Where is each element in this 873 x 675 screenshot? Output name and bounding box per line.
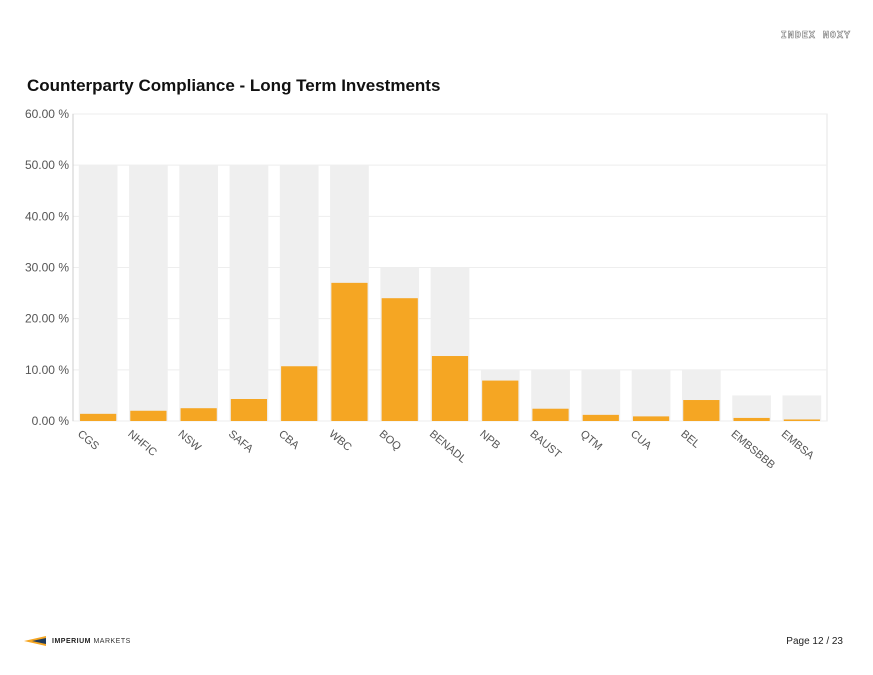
header-badge: INDEX NOXY (780, 30, 851, 42)
actual-bar (582, 414, 619, 421)
y-axis: 0.00 % 10.00 % 20.00 % 30.00 % 40.00 % 50.00 … (25, 107, 74, 428)
footer-brand-light: MARKETS (93, 637, 131, 645)
x-tick-label: WBC (326, 428, 353, 454)
x-tick-label: BOQ (377, 428, 404, 453)
y-tick-label: 50.00 % (25, 158, 69, 172)
footer-brand-bold: IMPERIUM (52, 637, 91, 645)
x-tick-label: NSW (176, 428, 204, 454)
actual-bar (331, 282, 368, 421)
actual-bar (532, 408, 569, 421)
x-tick-label: CBA (276, 428, 302, 452)
actual-bar (230, 398, 268, 421)
actual-bar (80, 413, 117, 421)
y-tick-label: 20.00 % (25, 312, 69, 326)
x-tick-label: CUA (628, 428, 654, 453)
limit-bar (229, 165, 269, 421)
x-tick-label: QTM (578, 428, 604, 453)
x-tick-label: EMBSBBB (729, 428, 777, 471)
y-tick-label: 30.00 % (25, 261, 69, 275)
limit-bar (78, 165, 118, 421)
x-tick-label: CGS (75, 428, 101, 453)
actual-bar (180, 408, 217, 421)
footer-logo: IMPERIUM MARKETS (24, 636, 131, 646)
limit-bar (782, 395, 822, 421)
actual-bar (431, 356, 469, 421)
limit-bar (631, 369, 671, 421)
limit-bar (581, 369, 621, 421)
y-tick-label: 10.00 % (25, 363, 69, 377)
actual-bars (80, 282, 820, 421)
imperium-logo-icon (24, 636, 46, 646)
y-tick-label: 40.00 % (25, 209, 69, 223)
limit-bar (732, 395, 771, 421)
chart-title: Counterparty Compliance - Long Term Inve… (27, 76, 441, 95)
actual-bar (733, 417, 770, 421)
x-tick-label: SAFA (226, 428, 256, 456)
x-axis: CGS NHFIC NSW SAFA CBA WBC BOQ BENADL NPB BAUST QT… (75, 428, 816, 471)
actual-bar (632, 416, 670, 421)
actual-bar (783, 419, 820, 421)
actual-bar (130, 410, 167, 421)
page-number: Page 12 / 23 (786, 636, 843, 647)
y-tick-label: 0.00 % (32, 414, 70, 428)
limit-bar (129, 165, 168, 421)
x-tick-label: NPB (477, 428, 502, 452)
actual-bar (381, 298, 418, 421)
x-tick-label: NHFIC (125, 428, 159, 459)
x-tick-label: BAUST (527, 428, 563, 461)
footer-brand: IMPERIUM MARKETS (52, 638, 131, 645)
limit-bars (78, 165, 822, 421)
x-tick-label: EMBSA (779, 428, 817, 462)
limit-bar (179, 165, 219, 421)
x-tick-label: BEL (678, 428, 702, 451)
actual-bar (482, 380, 519, 421)
actual-bar (281, 366, 318, 421)
actual-bar (683, 400, 720, 421)
x-tick-label: BENADL (427, 428, 468, 465)
y-tick-label: 60.00 % (25, 107, 69, 121)
